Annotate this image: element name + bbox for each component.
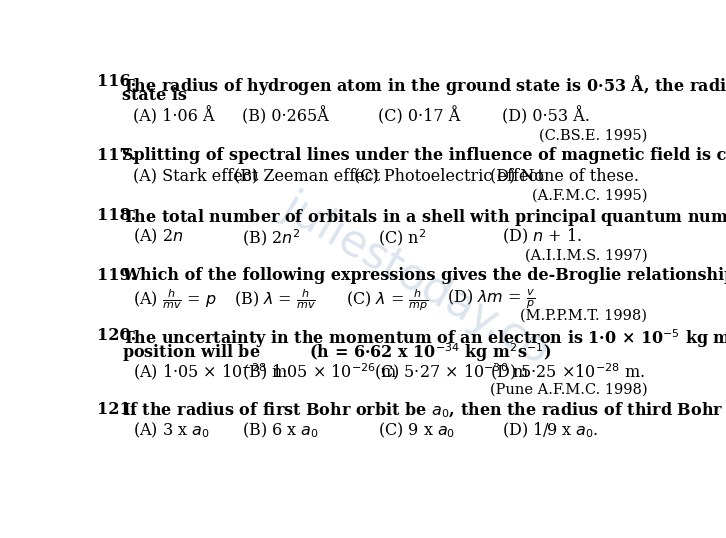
Text: position will be         (h = 6·62 x 10$^{-34}$ kg m$^{2}$s$^{-1}$): position will be (h = 6·62 x 10$^{-34}$ … bbox=[122, 341, 551, 364]
Text: (A.F.M.C. 1995): (A.F.M.C. 1995) bbox=[531, 188, 647, 202]
Text: (B) 2$n^{2}$: (B) 2$n^{2}$ bbox=[242, 227, 301, 248]
Text: (B) Zeeman effect: (B) Zeeman effect bbox=[234, 167, 380, 184]
Text: 116.: 116. bbox=[97, 73, 136, 90]
Text: (D) 0·53 Å.: (D) 0·53 Å. bbox=[502, 107, 590, 125]
Text: 120.: 120. bbox=[97, 327, 136, 344]
Text: (D) 1/9 x $a_{0}$.: (D) 1/9 x $a_{0}$. bbox=[502, 421, 598, 441]
Text: 117.: 117. bbox=[97, 147, 136, 164]
Text: (C) 5·27 × 10$^{-30}$ m: (C) 5·27 × 10$^{-30}$ m bbox=[374, 361, 529, 382]
Text: Which of the following expressions gives the de-Broglie relationship ?: Which of the following expressions gives… bbox=[122, 267, 726, 284]
Text: (B) 6 x $a_{0}$: (B) 6 x $a_{0}$ bbox=[242, 421, 319, 441]
Text: (C) Photoelectric effect: (C) Photoelectric effect bbox=[354, 167, 544, 184]
Text: (D) $n$ + 1.: (D) $n$ + 1. bbox=[502, 227, 582, 246]
Text: (C) n$^{2}$: (C) n$^{2}$ bbox=[378, 227, 425, 248]
Text: (A) 3 x $a_{0}$: (A) 3 x $a_{0}$ bbox=[134, 421, 210, 441]
Text: juliestoday.co: juliestoday.co bbox=[274, 185, 558, 373]
Text: 119.: 119. bbox=[97, 267, 136, 284]
Text: (A) Stark effect: (A) Stark effect bbox=[134, 167, 258, 184]
Text: (D) 5·25 ×10$^{-28}$ m.: (D) 5·25 ×10$^{-28}$ m. bbox=[490, 361, 645, 382]
Text: (A.I.I.M.S. 1997): (A.I.I.M.S. 1997) bbox=[525, 249, 647, 263]
Text: (A) 1·05 × 10$^{-28}$ m: (A) 1·05 × 10$^{-28}$ m bbox=[134, 361, 288, 382]
Text: The uncertainty in the momentum of an electron is 1·0 × 10$^{-5}$ kg ms$^{-1}$. : The uncertainty in the momentum of an el… bbox=[122, 327, 726, 350]
Text: The total number of orbitals in a shell with principal quantum number ‘$n$’ is: The total number of orbitals in a shell … bbox=[122, 207, 726, 228]
Text: (M.P.P.M.T. 1998): (M.P.P.M.T. 1998) bbox=[521, 309, 647, 323]
Text: If the radius of first Bohr orbit be $a_{0}$, then the radius of third Bohr orbi: If the radius of first Bohr orbit be $a_… bbox=[122, 401, 726, 421]
Text: (C.BS.E. 1995): (C.BS.E. 1995) bbox=[539, 129, 647, 143]
Text: Splitting of spectral lines under the influence of magnetic field is called: Splitting of spectral lines under the in… bbox=[122, 147, 726, 164]
Text: (A) $\frac{h}{mv}$ = $p$: (A) $\frac{h}{mv}$ = $p$ bbox=[134, 287, 217, 311]
Text: (B) 1·05 × 10$^{-26}$ m: (B) 1·05 × 10$^{-26}$ m bbox=[242, 361, 397, 382]
Text: (C) 0·17 Å: (C) 0·17 Å bbox=[378, 107, 460, 125]
Text: (D) None of these.: (D) None of these. bbox=[490, 167, 639, 184]
Text: The radius of hydrogen atom in the ground state is 0·53 Å, the radius of $_{3}$L: The radius of hydrogen atom in the groun… bbox=[122, 73, 726, 97]
Text: (Pune A.F.M.C. 1998): (Pune A.F.M.C. 1998) bbox=[489, 383, 647, 397]
Text: state is: state is bbox=[122, 87, 187, 104]
Text: 121.: 121. bbox=[97, 401, 136, 418]
Text: 118.: 118. bbox=[97, 207, 136, 224]
Text: (B) $\lambda$ = $\frac{h}{mv}$: (B) $\lambda$ = $\frac{h}{mv}$ bbox=[234, 287, 316, 311]
Text: (C) 9 x $a_{0}$: (C) 9 x $a_{0}$ bbox=[378, 421, 454, 441]
Text: (A) 2$n$: (A) 2$n$ bbox=[134, 227, 184, 246]
Text: (D) $\lambda m$ = $\frac{v}{p}$: (D) $\lambda m$ = $\frac{v}{p}$ bbox=[447, 287, 535, 310]
Text: (B) 0·265Å: (B) 0·265Å bbox=[242, 107, 329, 125]
Text: (A) 1·06 Å: (A) 1·06 Å bbox=[134, 107, 215, 125]
Text: (C) $\lambda$ = $\frac{h}{mp}$: (C) $\lambda$ = $\frac{h}{mp}$ bbox=[346, 287, 429, 313]
